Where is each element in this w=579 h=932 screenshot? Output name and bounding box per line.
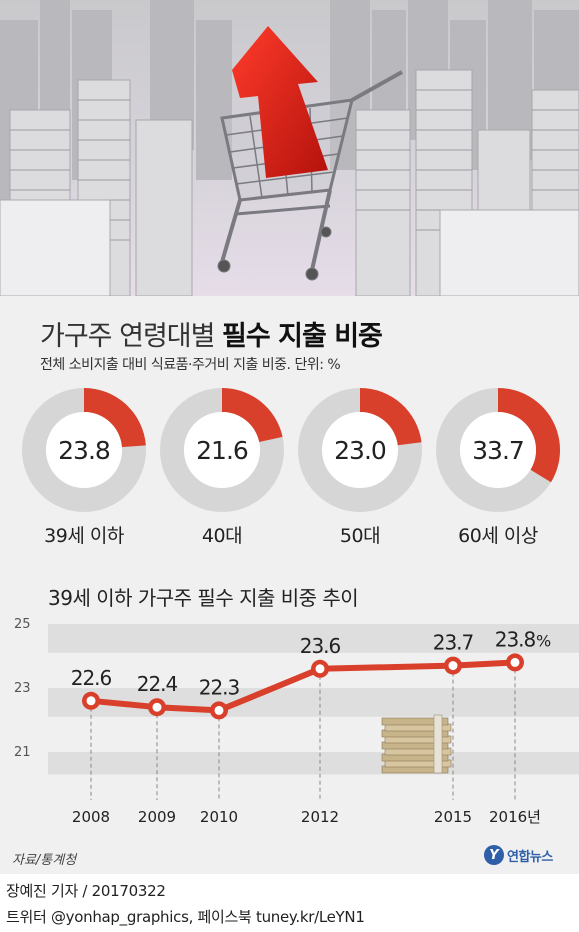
grid-band: [48, 624, 579, 653]
x-tick-label: 2010: [200, 808, 238, 826]
series-line: [90, 659, 516, 714]
donut-label-40s: 40대: [201, 525, 243, 547]
line-chart-title: 39세 이하 가구주 필수 지출 비중 추이: [48, 586, 359, 610]
x-tick-label: 2009: [138, 808, 176, 826]
data-point-core: [214, 705, 224, 715]
donut-39-under: 23.8: [22, 388, 146, 512]
data-point-core: [86, 696, 96, 706]
data-value-label: 22.4: [137, 672, 178, 696]
donut-label-39-under: 39세 이하: [44, 525, 124, 547]
data-value-label: 22.6: [71, 666, 112, 690]
data-value-label: 23.8: [495, 627, 536, 651]
yonhap-logo: Y 연합뉴스: [484, 843, 553, 867]
page-subtitle: 전체 소비지출 대비 식료품·주거비 지출 비중. 단위: %: [40, 357, 341, 373]
page-title: 가구주 연령대별 필수 지출 비중: [40, 314, 383, 353]
title-regular: 가구주 연령대별: [40, 321, 223, 352]
logo-text: 연합뉴스: [507, 849, 553, 865]
donut-slice: [360, 388, 422, 446]
donut-slice: [84, 388, 146, 448]
donut-40s: 21.6: [160, 388, 284, 512]
rising-arrow-icon: [232, 26, 328, 178]
donut-hole: [322, 412, 398, 488]
donut-value-label: 33.7: [472, 436, 524, 465]
donut-slice: [222, 388, 283, 442]
donut-label-60-over: 60세 이상: [458, 525, 538, 547]
data-value-label: 23.7: [433, 631, 474, 655]
title-bold: 필수 지출 비중: [222, 321, 383, 352]
author-credit: 장예진 기자 / 20170322: [6, 882, 166, 900]
data-point-core: [152, 702, 162, 712]
city-cart-illustration: [0, 0, 579, 296]
x-tick-label: 2015: [434, 808, 472, 826]
donut-hole: [460, 412, 536, 488]
social-credit: 트위터 @yonhap_graphics, 페이스북 tuney.kr/LeYN…: [6, 908, 365, 926]
data-value-label: 23.6: [300, 634, 341, 658]
x-tick-label: 2008: [72, 808, 110, 826]
donut-50s: 23.0: [298, 388, 422, 512]
y-tick-label: 21: [14, 745, 31, 760]
donut-slice: [498, 388, 560, 483]
donut-value-label: 23.8: [58, 436, 110, 465]
x-tick-label: 2012: [301, 808, 339, 826]
y-tick-label: 23: [14, 681, 31, 696]
source-note: 자료/통계청: [12, 853, 77, 868]
donut-hole: [46, 412, 122, 488]
grid-band: [48, 752, 579, 775]
money-stack-icon: [381, 714, 452, 774]
donut-value-label: 23.0: [334, 436, 386, 465]
unit-label: %: [536, 631, 551, 650]
line-chart: 25 23 21 22.6 2008 22.4 2009 22.3 2010 23.6 2012 23…: [14, 617, 579, 826]
donut-hole: [184, 412, 260, 488]
infographic-panel: 가구주 연령대별 필수 지출 비중 전체 소비지출 대비 식료품·주거비 지출 …: [0, 296, 579, 874]
donut-charts: 23.8 21.6 23.0 33.7: [22, 388, 560, 512]
x-tick-label: 2016년: [489, 808, 541, 826]
data-point-core: [448, 661, 458, 671]
yonhap-logo-icon: Y: [484, 845, 504, 865]
hero-illustration: [0, 0, 579, 296]
donut-60-over: 33.7: [436, 388, 560, 512]
data-point-core: [510, 657, 520, 667]
data-value-label: 22.3: [199, 675, 240, 699]
data-point-core: [315, 664, 325, 674]
y-tick-label: 25: [14, 617, 31, 632]
donut-label-50s: 50대: [339, 525, 381, 547]
donut-value-label: 21.6: [196, 436, 248, 465]
